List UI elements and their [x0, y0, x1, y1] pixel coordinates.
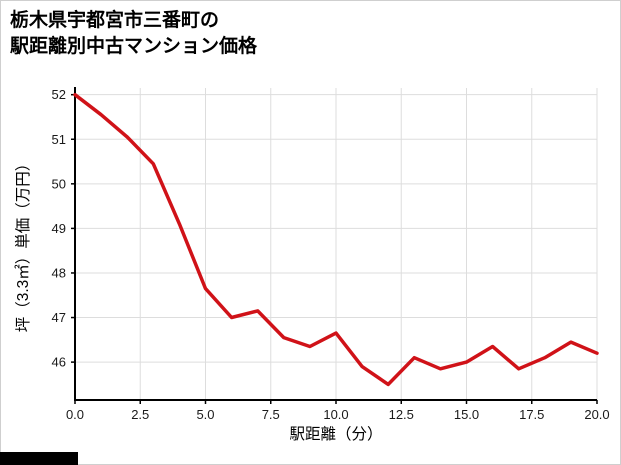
chart-title-line2: 駅距離別中古マンション価格 — [10, 35, 258, 57]
footer-bar — [0, 452, 78, 465]
chart-title: 栃木県宇都宮市三番町の駅距離別中古マンション価格 — [10, 8, 257, 59]
chart-title-line1: 栃木県宇都宮市三番町の — [10, 10, 220, 31]
